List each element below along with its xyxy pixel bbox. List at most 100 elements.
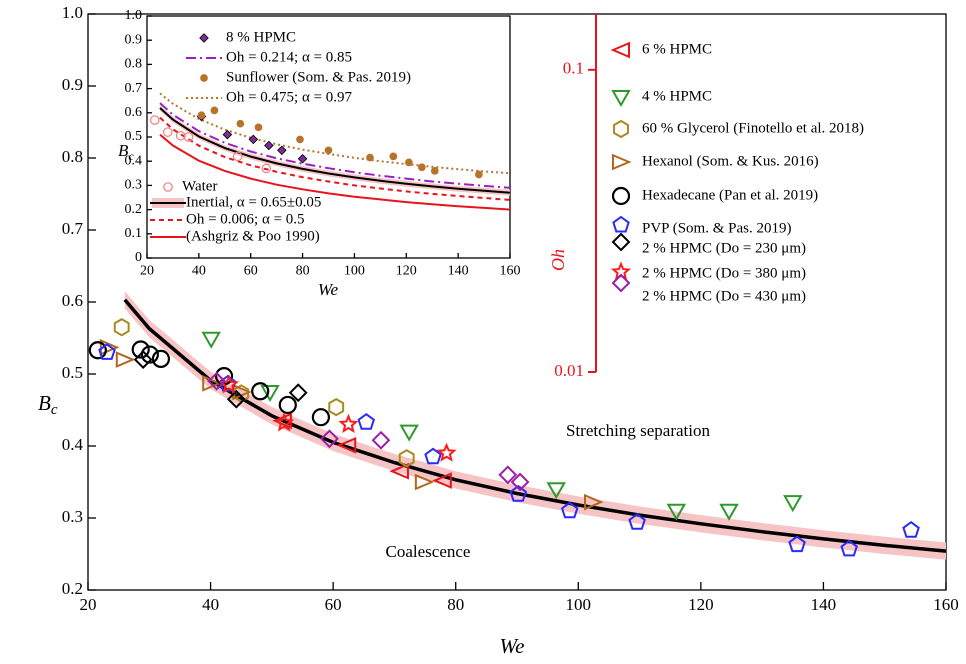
marker: [611, 90, 631, 108]
x-tick-label: 80: [447, 595, 464, 614]
x-tick-label: 140: [811, 595, 837, 614]
marker: [297, 154, 308, 164]
y-tick-label: 0.6: [125, 105, 143, 120]
inset-y-label-sub: c: [128, 149, 134, 163]
marker: [115, 351, 136, 368]
marker: [666, 503, 687, 521]
x-tick-label: 60: [244, 264, 258, 279]
marker: [163, 182, 173, 192]
marker: [140, 345, 159, 364]
y-tick-label: 1.0: [62, 3, 83, 22]
x-tick-label: 120: [396, 264, 417, 279]
marker: [200, 74, 208, 82]
y-tick-label: 0.7: [125, 81, 143, 96]
model-curve: [159, 133, 511, 211]
y-tick-label: 0.5: [125, 129, 143, 144]
y-tick-label: 0.8: [125, 57, 143, 72]
marker: [371, 430, 391, 450]
marker: [405, 158, 413, 167]
y-axis-label-main: B: [38, 391, 51, 415]
x-tick-label: 40: [192, 264, 206, 279]
marker: [611, 273, 631, 293]
marker: [236, 119, 245, 128]
y-tick-label: 0.4: [62, 435, 84, 454]
annotation: Coalescence: [386, 542, 471, 561]
y-tick-label: 0.2: [62, 579, 83, 598]
y-tick-label: 0.3: [62, 507, 83, 526]
marker: [254, 123, 263, 132]
marker: [560, 501, 579, 519]
y-tick-label: 0.6: [62, 291, 83, 310]
y-tick-label: 0.2: [125, 202, 143, 217]
inset-y-label: Bc: [118, 141, 134, 163]
marker: [510, 472, 530, 492]
marker: [274, 412, 295, 432]
marker: [162, 127, 173, 137]
marker: [98, 343, 116, 360]
marker: [424, 447, 442, 465]
marker: [611, 232, 631, 252]
x-tick-label: 100: [344, 264, 365, 279]
x-tick-label: 140: [448, 264, 469, 279]
marker: [296, 135, 304, 144]
marker: [149, 115, 160, 125]
marker: [226, 389, 246, 409]
marker: [311, 408, 330, 427]
marker: [288, 383, 308, 403]
y-tick-label: 0.1: [125, 226, 143, 241]
legend-label: 6 % HPMC: [642, 41, 712, 57]
y-tick-label: 0.9: [125, 32, 143, 47]
marker: [417, 163, 426, 172]
marker: [88, 341, 107, 360]
x-tick-label: 60: [325, 595, 342, 614]
y-tick-label: 0.9: [62, 75, 83, 94]
marker: [207, 371, 227, 391]
marker: [218, 374, 237, 392]
plot-frame: [146, 15, 511, 259]
x-axis-label: We: [500, 634, 525, 658]
marker: [389, 462, 409, 480]
marker: [436, 442, 457, 462]
marker: [277, 145, 287, 156]
marker: [788, 535, 806, 553]
x-tick-label: 40: [202, 595, 219, 614]
marker: [610, 41, 630, 59]
marker: [398, 449, 415, 468]
marker: [613, 119, 629, 139]
legend-label: Water: [182, 178, 217, 194]
marker: [783, 495, 803, 513]
y-tick-label: 0: [135, 250, 142, 265]
legend-label: 2 % HPMC (Do = 380 μm): [642, 265, 806, 281]
model-curve: [159, 116, 511, 201]
x-tick-label: 20: [80, 595, 97, 614]
marker: [338, 413, 359, 433]
x-tick-label: 120: [688, 595, 714, 614]
fit-line: [123, 298, 947, 553]
marker: [628, 513, 646, 530]
marker: [324, 146, 333, 155]
x-tick-label: 80: [296, 264, 310, 279]
model-curve: [159, 107, 511, 194]
y-tick-label: 0.8: [62, 147, 83, 166]
annotation: Stretching separation: [566, 421, 710, 440]
marker: [222, 129, 233, 140]
x-tick-label: 20: [140, 264, 154, 279]
marker: [583, 493, 604, 511]
legend-label: Hexanol (Som. & Kus. 2016): [642, 153, 819, 169]
marker: [432, 472, 452, 489]
marker: [248, 134, 259, 145]
legend-label: 8 % HPMC: [226, 29, 296, 45]
marker: [328, 397, 345, 417]
marker: [414, 473, 435, 491]
marker: [902, 521, 920, 538]
marker: [264, 140, 274, 151]
y2-tick-label: 0.1: [563, 59, 584, 78]
y2-axis-label: Oh: [548, 249, 568, 271]
marker: [612, 215, 630, 233]
y-tick-label: 1.0: [125, 8, 143, 23]
inset-x-label: We: [318, 280, 339, 299]
marker: [99, 339, 120, 356]
marker: [199, 33, 209, 43]
marker: [260, 385, 280, 403]
